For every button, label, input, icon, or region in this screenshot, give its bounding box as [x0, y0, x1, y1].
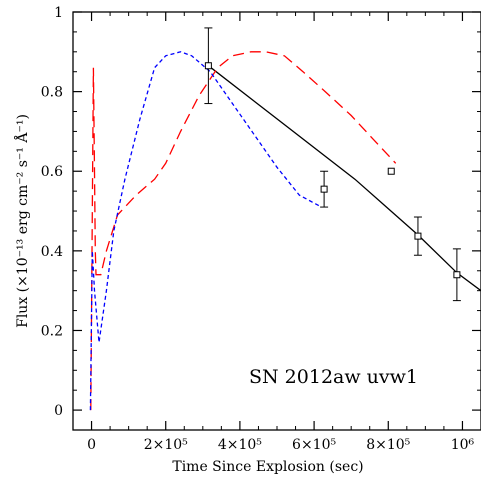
x-tick-label: 4×10⁵ — [218, 437, 262, 453]
data-point — [320, 185, 328, 193]
y-tick-label: 0.8 — [41, 85, 63, 101]
x-tick-label: 10⁶ — [451, 437, 475, 453]
y-tick-label: 0 — [54, 403, 63, 419]
data-point — [453, 271, 461, 279]
y-tick-label: 0.4 — [41, 244, 63, 260]
axis-ticks — [72, 11, 481, 431]
y-tick-label: 0.2 — [41, 323, 63, 339]
chart-annotation: SN 2012aw uvw1 — [249, 366, 418, 388]
series-line-long-dash — [90, 51, 397, 411]
data-point — [204, 62, 212, 70]
data-point — [414, 232, 422, 240]
x-tick-label: 0 — [87, 437, 96, 453]
series-line-solid — [208, 65, 481, 292]
x-axis-label: Time Since Explosion (sec) — [172, 459, 363, 475]
data-points — [204, 27, 461, 302]
y-axis-label: Flux (×10⁻¹³ erg cm⁻² s⁻¹ Å⁻¹) — [13, 114, 31, 328]
tick-labels: 0 2×10⁵ 4×10⁵ 6×10⁵ 8×10⁵ 10⁶ 0 0.2 0.4 0.6 0.8 1 — [41, 5, 475, 453]
series-line-short-dash — [89, 51, 322, 411]
y-tick-label: 1 — [54, 5, 63, 21]
x-tick-label: 8×10⁵ — [366, 437, 410, 453]
data-point — [387, 167, 395, 175]
x-tick-label: 6×10⁵ — [292, 437, 336, 453]
y-tick-label: 0.6 — [41, 164, 63, 180]
x-tick-label: 2×10⁵ — [144, 437, 188, 453]
series-layer — [89, 51, 481, 411]
